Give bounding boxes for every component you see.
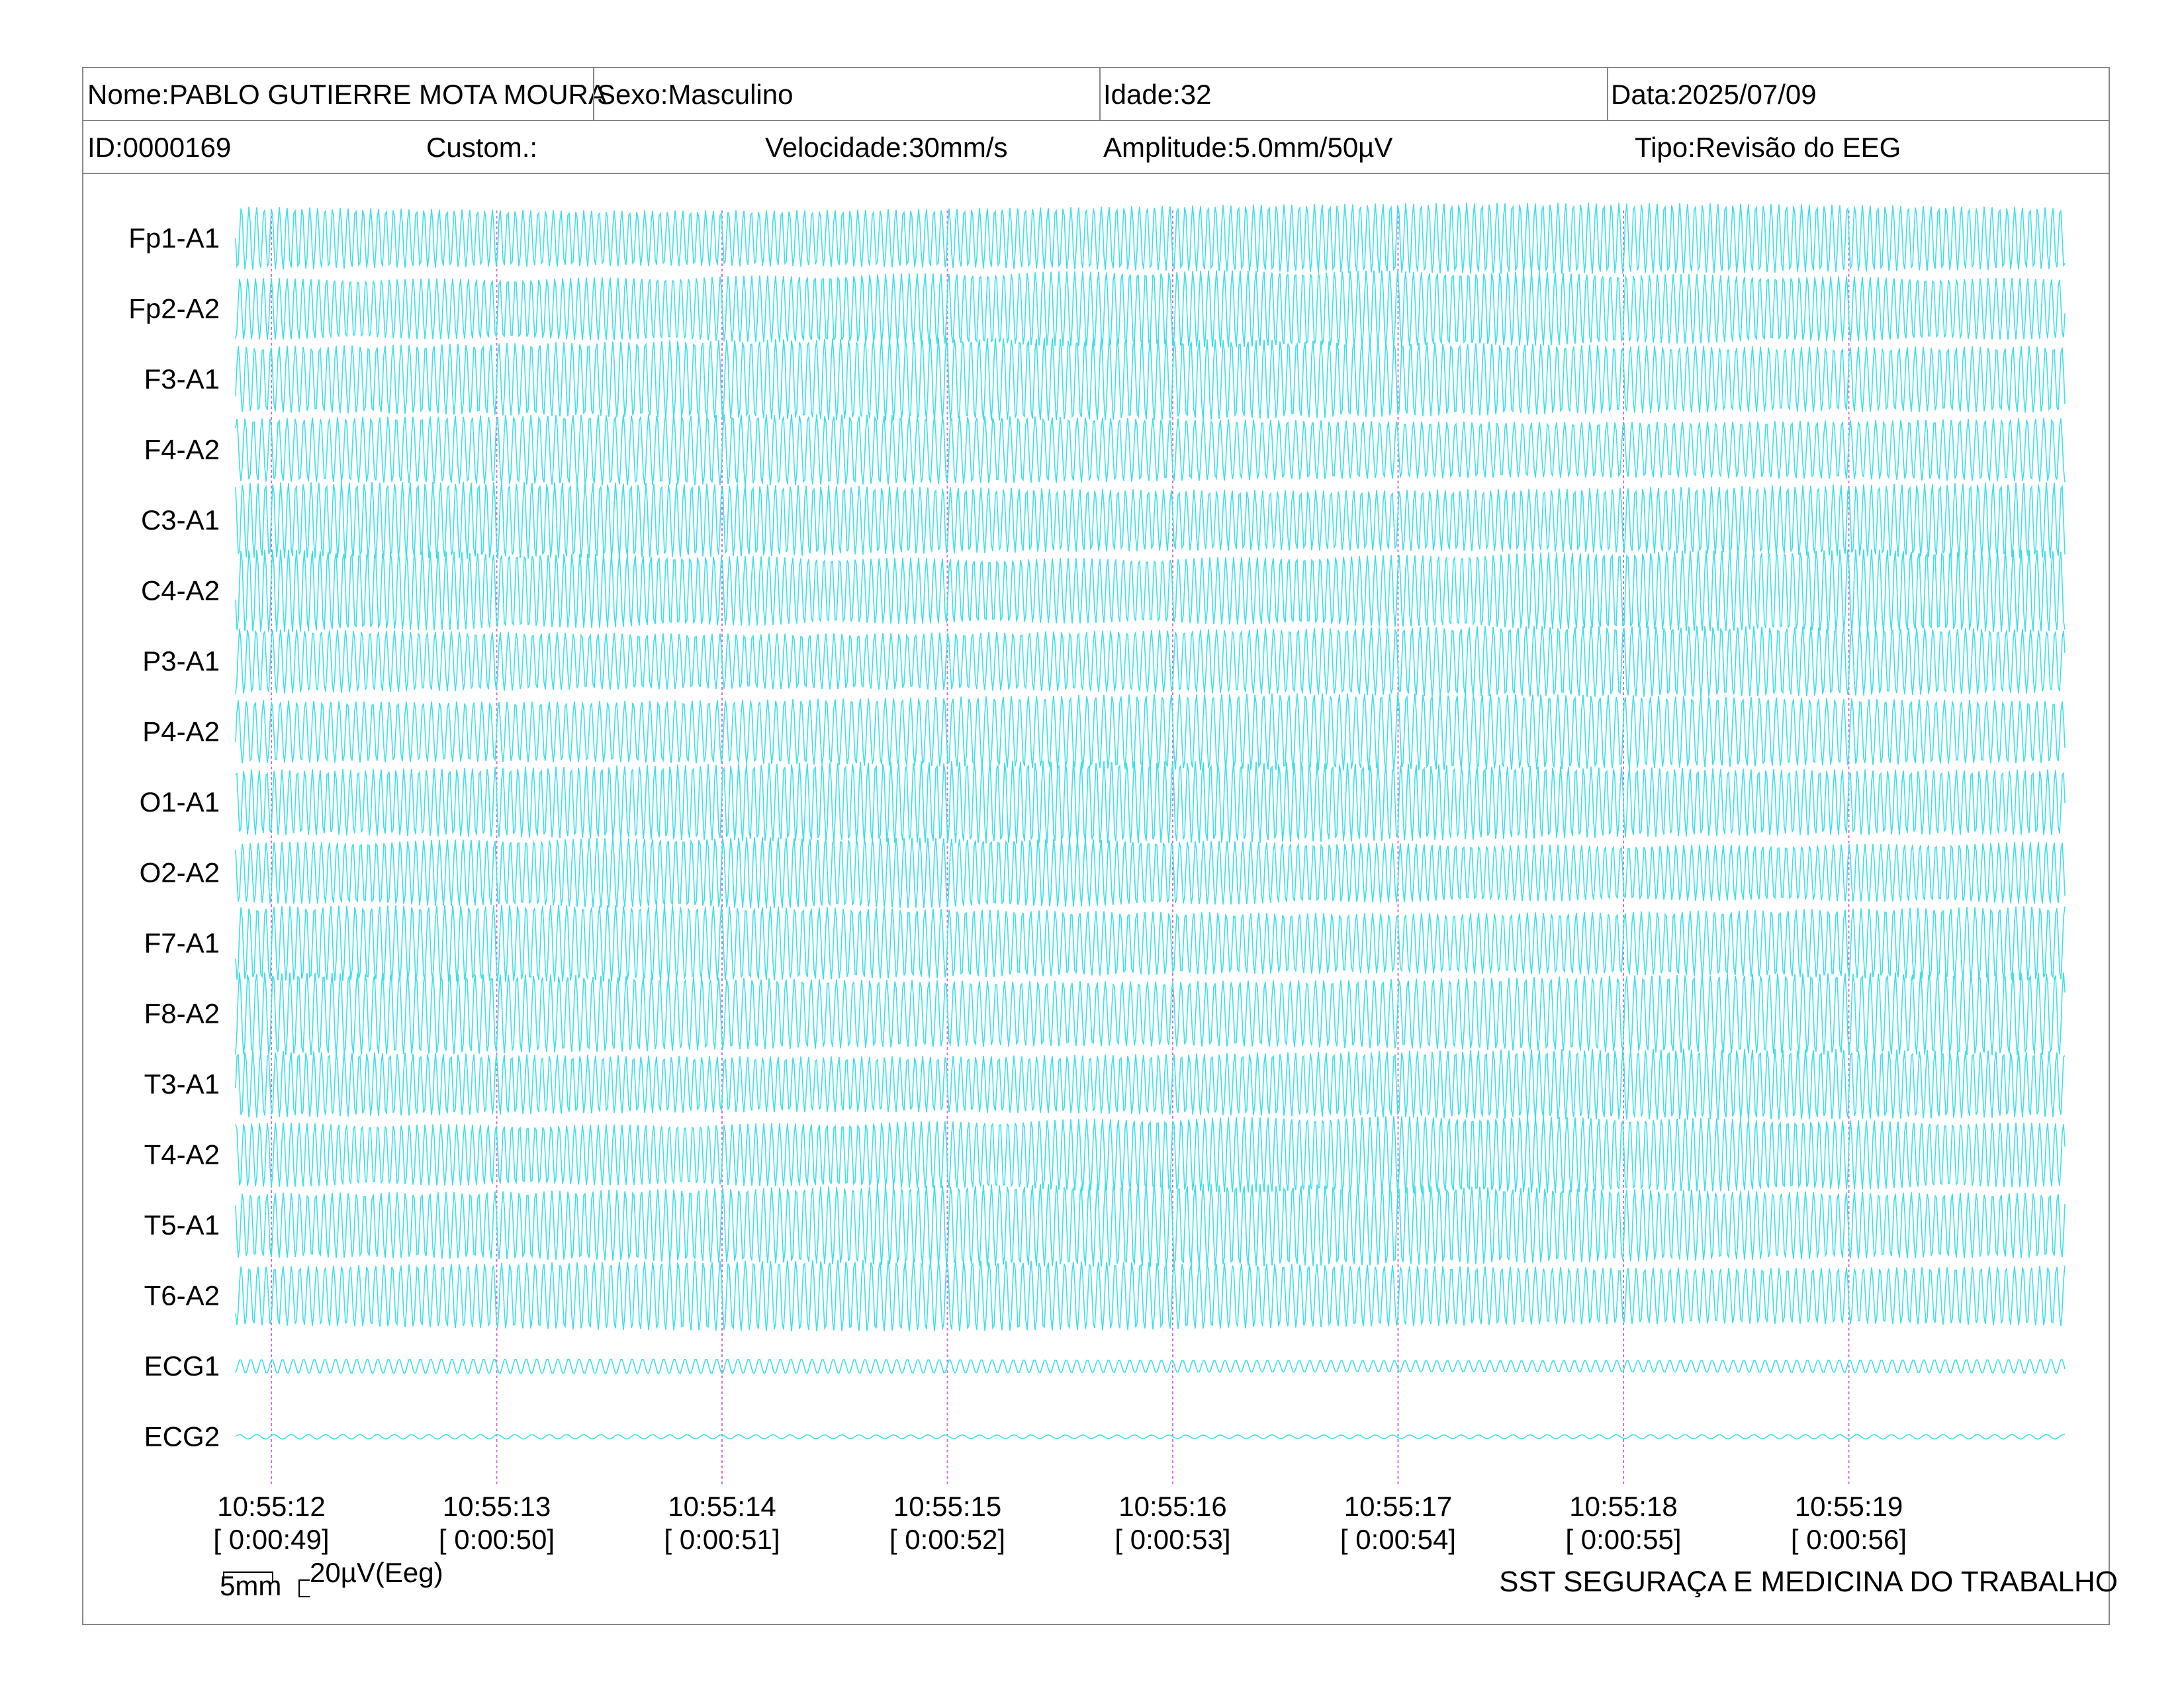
channel-label: P3-A1 [142,645,220,677]
eeg-trace [235,837,2066,909]
time-elapsed-label: [ 0:00:54] [1340,1524,1456,1555]
eeg-traces [235,203,2066,1440]
eeg-trace [235,338,2066,421]
channel-label: Fp1-A1 [128,222,220,254]
channel-label: P4-A2 [142,716,220,747]
eeg-trace [235,270,2066,348]
divider [1607,68,1608,120]
patient-id: ID:0000169 [87,132,232,163]
eeg-trace [235,626,2066,697]
patient-name: Nome:PABLO GUTIERRE MOTA MOURA [87,79,607,110]
channel-label: O2-A2 [140,857,220,888]
eeg-trace [235,1260,2066,1332]
channel-label: F3-A1 [144,363,220,395]
time-elapsed-label: [ 0:00:51] [664,1524,780,1555]
eeg-trace [235,761,2066,844]
time-elapsed-label: [ 0:00:55] [1565,1524,1681,1555]
channel-label: F7-A1 [144,927,220,959]
channel-label: T4-A2 [144,1139,220,1170]
eeg-trace [235,481,2066,559]
exam-type: Tipo:Revisão do EEG [1635,132,1901,163]
recording-speed: Velocidade:30mm/s [765,132,1008,163]
eeg-trace [235,1184,2066,1267]
time-clock-label: 10:55:18 [1569,1491,1678,1522]
header-row-recording: ID:0000169 Custom.: Velocidade:30mm/s Am… [83,121,2109,174]
time-clock-label: 10:55:12 [217,1491,326,1522]
eeg-trace [235,1358,2066,1374]
eeg-trace [235,1434,2066,1440]
time-scale-label: 5mm [220,1570,282,1601]
channel-label: ECG1 [144,1350,220,1382]
time-elapsed-label: [ 0:00:53] [1115,1524,1230,1555]
divider [1099,68,1101,120]
channel-label: F8-A2 [144,998,220,1029]
patient-age: Idade:32 [1103,79,1212,110]
channel-label: Fp2-A2 [128,293,220,324]
time-clock-label: 10:55:15 [893,1491,1002,1522]
channel-labels: Fp1-A1 Fp2-A2 F3-A1 F4-A2 C3-A1 C4-A2 P3-A1 P4-… [128,222,220,1452]
channel-label: F4-A2 [144,434,220,465]
divider [593,68,594,120]
eeg-trace [235,904,2066,982]
time-elapsed-label: [ 0:00:56] [1791,1524,1907,1555]
eeg-trace [235,203,2066,274]
calibration-bar [223,1571,310,1597]
custom-field: Custom.: [426,132,538,163]
eeg-trace [235,414,2066,486]
patient-sex: Sexo:Masculino [597,79,794,110]
time-axis-labels: 10:55:12[ 0:00:49] 10:55:13[ 0:00:50] 10:5… [213,1491,1907,1555]
time-elapsed-label: [ 0:00:50] [439,1524,555,1555]
channel-label: O1-A1 [140,786,220,818]
time-elapsed-label: [ 0:00:52] [889,1524,1005,1555]
channel-label: T3-A1 [144,1068,220,1100]
channel-label: T6-A2 [144,1280,220,1311]
channel-label: C4-A2 [141,575,220,606]
time-clock-label: 10:55:17 [1344,1491,1453,1522]
time-clock-label: 10:55:14 [668,1491,776,1522]
eeg-trace [235,1116,2066,1194]
eeg-trace [235,1049,2066,1120]
recording-amplitude: Amplitude:5.0mm/50µV [1103,132,1393,163]
eeg-trace [235,972,2066,1056]
exam-date: Data:2025/07/09 [1611,79,1817,110]
header-row-patient: Nome:PABLO GUTIERRE MOTA MOURA Sexo:Masc… [83,68,2109,121]
time-clock-label: 10:55:13 [443,1491,551,1522]
amplitude-scale-label: 20µV(Eeg) [310,1557,443,1588]
eeg-trace [235,549,2066,633]
channel-label: C3-A1 [141,504,220,536]
time-elapsed-label: [ 0:00:49] [213,1524,329,1555]
clinic-name: SST SEGURAÇA E MEDICINA DO TRABALHO [1499,1566,2118,1598]
channel-label: ECG2 [144,1421,220,1452]
channel-label: T5-A1 [144,1209,220,1241]
report-sheet: Nome:PABLO GUTIERRE MOTA MOURA Sexo:Masc… [82,67,2110,1625]
time-clock-label: 10:55:16 [1118,1491,1227,1522]
eeg-trace [235,693,2066,771]
time-clock-label: 10:55:19 [1795,1491,1903,1522]
